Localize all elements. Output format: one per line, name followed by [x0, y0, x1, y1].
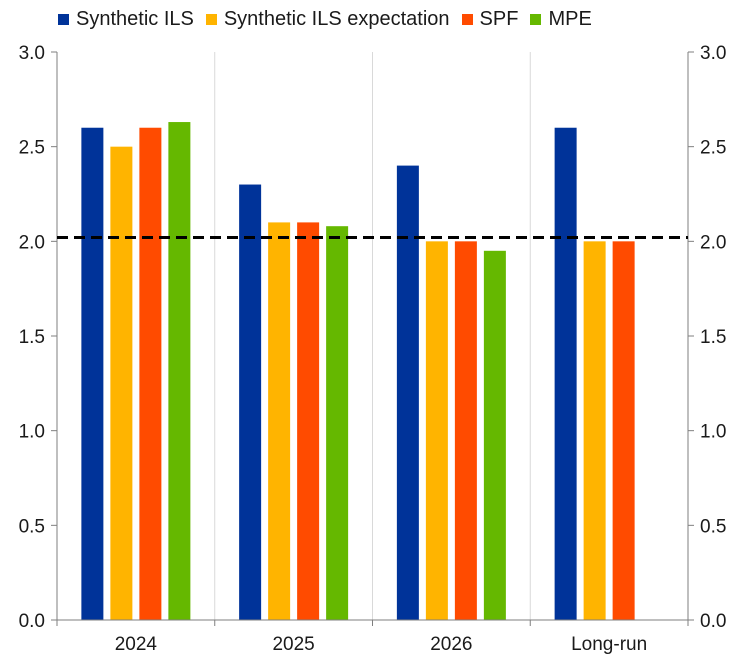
x-tick-label: 2025	[272, 634, 314, 655]
legend-swatch	[205, 14, 217, 25]
x-tick-label: Long-run	[571, 634, 647, 655]
bar-synthetic-ils-expectation-2025	[268, 222, 291, 620]
legend-item: Synthetic ILS expectation	[205, 8, 450, 31]
y-tick-label-right: 2.5	[700, 138, 726, 159]
bar-mpe-2025	[326, 226, 349, 621]
y-tick-label-left: 0.5	[19, 516, 45, 537]
bar-synthetic-ils-expectation-long-run	[583, 241, 606, 621]
bar-spf-2024	[139, 127, 162, 620]
y-tick-label-right: 2.0	[700, 232, 726, 253]
bar-synthetic-ils-2026	[396, 165, 419, 620]
y-tick-label-left: 1.5	[19, 327, 45, 348]
y-tick-label-right: 3.0	[700, 43, 726, 64]
bar-spf-long-run	[612, 241, 635, 621]
y-tick-label-right: 0.5	[700, 516, 726, 537]
y-tick-label-left: 2.0	[19, 232, 45, 253]
x-tick-label: 2026	[430, 634, 472, 655]
y-tick-label-right: 1.0	[700, 422, 726, 443]
bar-mpe-2024	[168, 122, 191, 620]
bar-synthetic-ils-expectation-2026	[425, 241, 448, 621]
y-tick-label-left: 3.0	[19, 43, 45, 64]
legend-swatch	[461, 14, 473, 25]
legend-swatch	[58, 14, 69, 25]
bar-spf-2025	[297, 222, 320, 620]
legend-label: Synthetic ILS	[76, 8, 194, 30]
legend-swatch	[530, 14, 542, 25]
y-tick-label-left: 0.0	[19, 611, 45, 632]
legend-item: SPF	[461, 8, 519, 31]
bar-spf-2026	[454, 241, 477, 621]
legend-label: SPF	[479, 8, 519, 30]
y-tick-label-right: 0.0	[700, 611, 726, 632]
y-tick-label-right: 1.5	[700, 327, 726, 348]
y-tick-label-left: 2.5	[19, 138, 45, 159]
bar-synthetic-ils-expectation-2024	[110, 146, 133, 620]
legend-label: MPE	[548, 8, 592, 30]
legend-item: Synthetic ILS	[58, 8, 194, 31]
x-tick-label: 2024	[115, 634, 158, 655]
legend-label: Synthetic ILS expectation	[223, 8, 450, 30]
legend-item: MPE	[530, 8, 592, 31]
bar-synthetic-ils-2025	[239, 184, 262, 621]
legend: Synthetic ILS Synthetic ILS expectation SP…	[58, 8, 604, 31]
bar-synthetic-ils-2024	[81, 127, 104, 620]
bar-synthetic-ils-long-run	[554, 127, 577, 620]
y-tick-label-left: 1.0	[19, 422, 45, 443]
bar-mpe-2026	[483, 250, 506, 621]
